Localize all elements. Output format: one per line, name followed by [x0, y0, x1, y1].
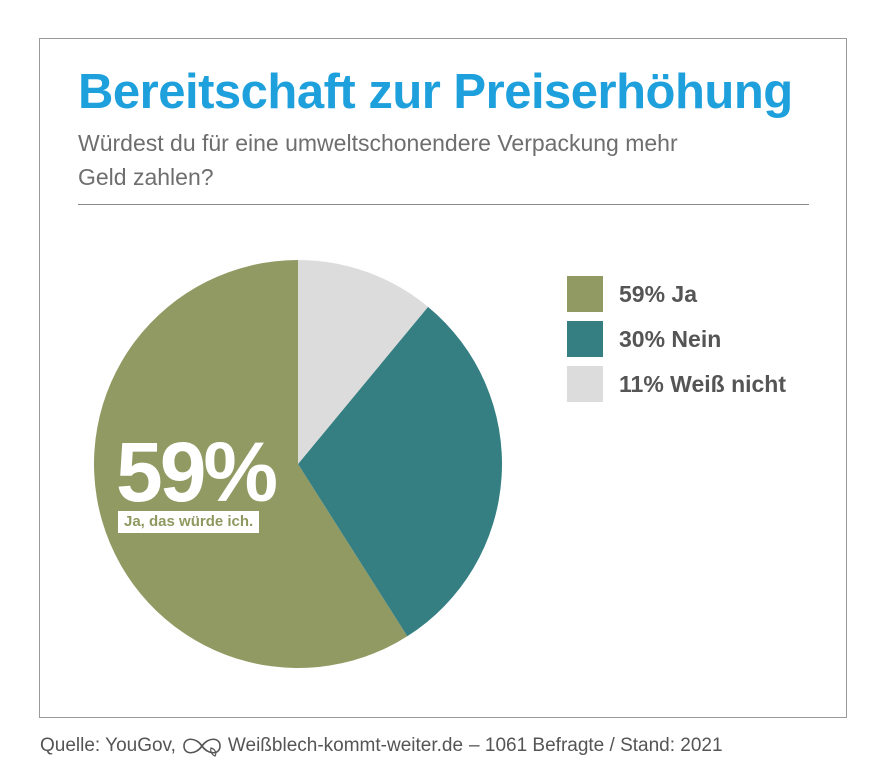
title-divider	[78, 204, 809, 205]
legend-label: 11% Weiß nicht	[619, 370, 787, 397]
chart-legend: 59% Ja 30% Nein 11% Weiß nicht	[567, 276, 786, 411]
source-footer: Quelle: YouGov, Weißblech-kommt-weiter.d…	[40, 734, 860, 758]
legend-swatch	[567, 276, 603, 312]
infinity-leaf-icon	[183, 738, 221, 757]
legend-item: 59% Ja	[567, 276, 786, 312]
legend-label: 30% Nein	[619, 325, 722, 352]
legend-label: 59% Ja	[619, 280, 698, 307]
source-suffix: – 1061 Befragte / Stand: 2021	[469, 735, 723, 756]
pie-slice-nein	[298, 306, 503, 637]
legend-item: 11% Weiß nicht	[567, 366, 786, 402]
highlight-percentage: 59%	[116, 425, 278, 519]
legend-swatch	[567, 366, 603, 402]
highlight-caption: Ja, das würde ich.	[118, 511, 260, 533]
chart-title: Bereitschaft zur Preiserhöhung	[78, 65, 793, 119]
source-brand: Weißblech-kommt-weiter.de	[227, 735, 464, 756]
pie-slice-weiß-nicht	[298, 260, 429, 464]
chart-subtitle: Würdest du für eine umweltschonendere Ve…	[78, 130, 678, 190]
source-prefix: Quelle: YouGov,	[40, 735, 176, 756]
legend-swatch	[567, 321, 603, 357]
legend-item: 30% Nein	[567, 321, 786, 357]
pie-slice-ja	[94, 260, 408, 668]
